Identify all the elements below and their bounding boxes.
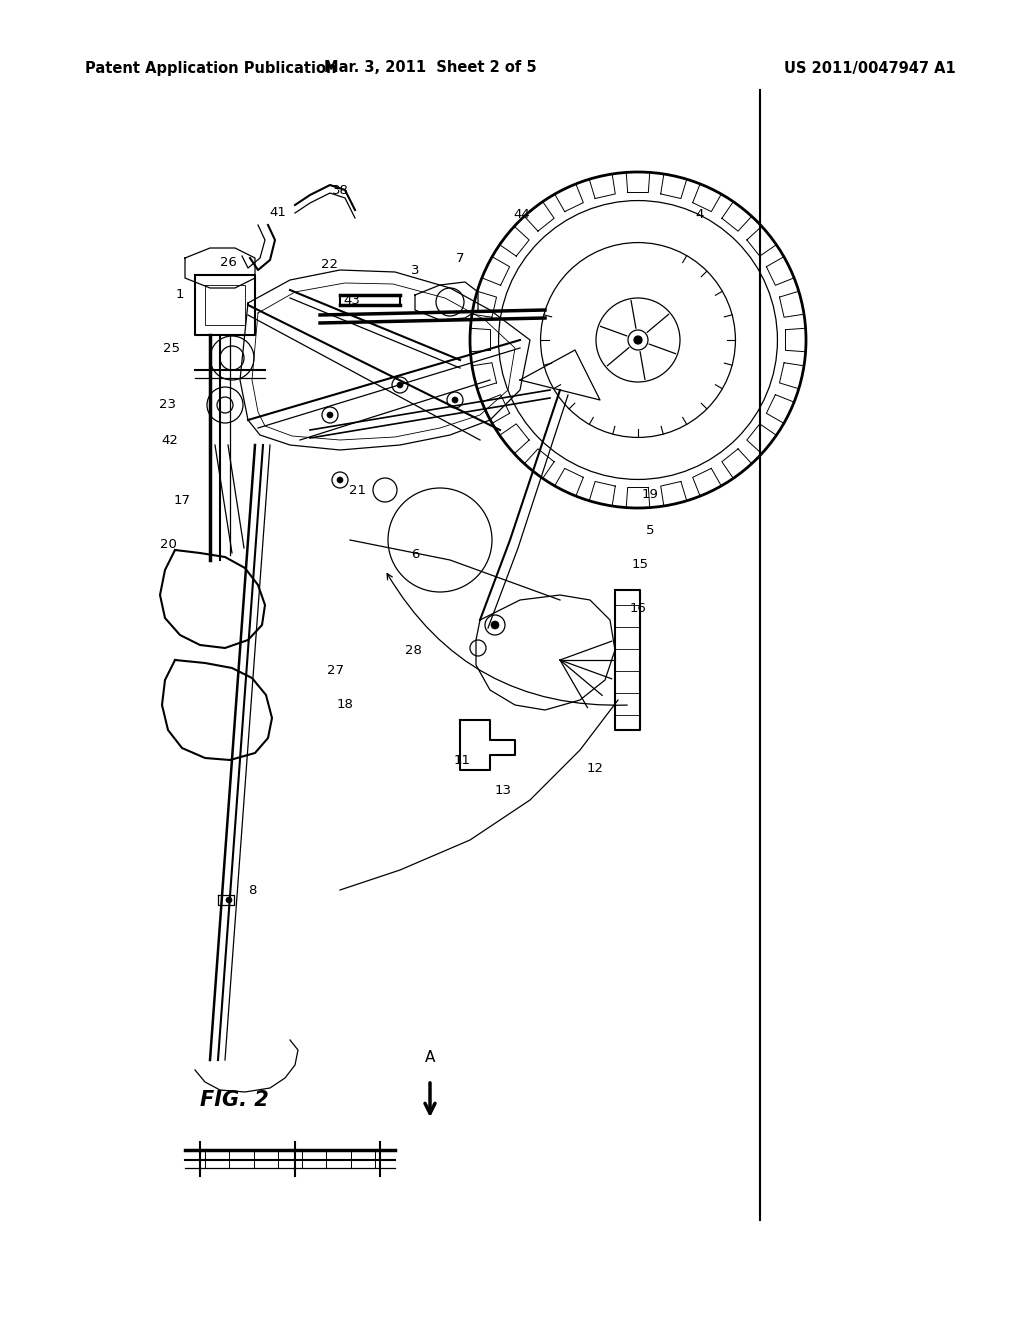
Text: 41: 41 — [269, 206, 287, 219]
Circle shape — [337, 477, 343, 483]
Circle shape — [397, 381, 403, 388]
Text: 1: 1 — [176, 289, 184, 301]
Text: US 2011/0047947 A1: US 2011/0047947 A1 — [784, 61, 955, 75]
Text: 20: 20 — [160, 539, 176, 552]
Text: 44: 44 — [514, 209, 530, 222]
Text: 8: 8 — [248, 883, 256, 896]
Text: 21: 21 — [349, 483, 367, 496]
Circle shape — [327, 412, 333, 418]
Circle shape — [490, 620, 499, 630]
Text: Patent Application Publication: Patent Application Publication — [85, 61, 337, 75]
Text: 16: 16 — [630, 602, 646, 615]
Text: FIG. 2: FIG. 2 — [200, 1090, 268, 1110]
Text: 42: 42 — [162, 433, 178, 446]
Text: 25: 25 — [164, 342, 180, 355]
Text: 27: 27 — [327, 664, 343, 676]
Text: 26: 26 — [219, 256, 237, 268]
Text: 7: 7 — [456, 252, 464, 264]
Text: 23: 23 — [160, 399, 176, 412]
Text: Mar. 3, 2011  Sheet 2 of 5: Mar. 3, 2011 Sheet 2 of 5 — [324, 61, 537, 75]
Text: 5: 5 — [646, 524, 654, 536]
Text: 6: 6 — [411, 549, 419, 561]
Text: 12: 12 — [587, 762, 603, 775]
Circle shape — [452, 397, 458, 403]
Circle shape — [226, 898, 232, 903]
Text: 17: 17 — [173, 494, 190, 507]
Text: 18: 18 — [337, 698, 353, 711]
Text: 13: 13 — [495, 784, 512, 796]
Text: 15: 15 — [632, 558, 648, 572]
Text: 43: 43 — [344, 293, 360, 306]
Text: A: A — [425, 1049, 435, 1065]
Text: 3: 3 — [411, 264, 419, 276]
Text: 11: 11 — [454, 754, 470, 767]
Text: 22: 22 — [322, 259, 339, 272]
Text: 4: 4 — [696, 209, 705, 222]
Text: 38: 38 — [332, 183, 348, 197]
Circle shape — [634, 337, 642, 345]
Text: 19: 19 — [642, 488, 658, 502]
Text: 28: 28 — [404, 644, 422, 656]
